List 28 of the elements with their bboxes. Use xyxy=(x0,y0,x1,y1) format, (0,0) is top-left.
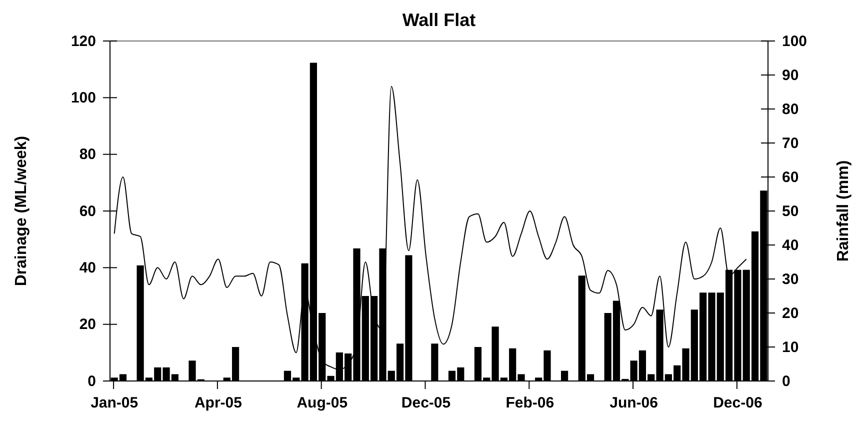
y2-tick-label: 40 xyxy=(782,236,799,254)
y-tick-label: 100 xyxy=(70,89,96,106)
y-tick-label: 40 xyxy=(79,259,96,276)
y2-tick-label: 50 xyxy=(782,202,799,220)
y-tick-label: 120 xyxy=(70,32,96,50)
y2-tick-label: 80 xyxy=(782,100,799,118)
y-tick-label: 20 xyxy=(79,316,96,334)
x-tick-label: Aug-05 xyxy=(296,394,348,412)
x-tick-label: Dec-05 xyxy=(401,394,451,412)
y2-tick-label: 30 xyxy=(782,270,799,288)
x-tick-label: Feb-06 xyxy=(506,394,554,412)
y2-tick-label: 0 xyxy=(782,372,790,390)
y2-tick-label: 20 xyxy=(782,304,799,322)
x-tick-label: Dec-06 xyxy=(713,394,762,412)
y2-tick-label: 100 xyxy=(782,32,808,50)
y2-tick-label: 10 xyxy=(782,338,799,356)
x-tick-label: Jan-05 xyxy=(90,394,138,412)
y2-tick-label: 90 xyxy=(782,66,799,84)
chart-title: Wall Flat xyxy=(402,10,476,30)
y-axis-title: Drainage (ML/week) xyxy=(13,136,30,286)
y-tick-label: 80 xyxy=(79,146,96,164)
y-tick-label: 60 xyxy=(79,202,96,220)
y-tick-label: 0 xyxy=(88,372,96,390)
x-tick-label: Jun-06 xyxy=(610,394,658,412)
y2-axis-title: Rainfall (mm) xyxy=(835,160,852,262)
y2-tick-label: 60 xyxy=(782,168,799,186)
y2-tick-label: 70 xyxy=(782,134,799,152)
x-tick-label: Apr-05 xyxy=(194,394,242,412)
